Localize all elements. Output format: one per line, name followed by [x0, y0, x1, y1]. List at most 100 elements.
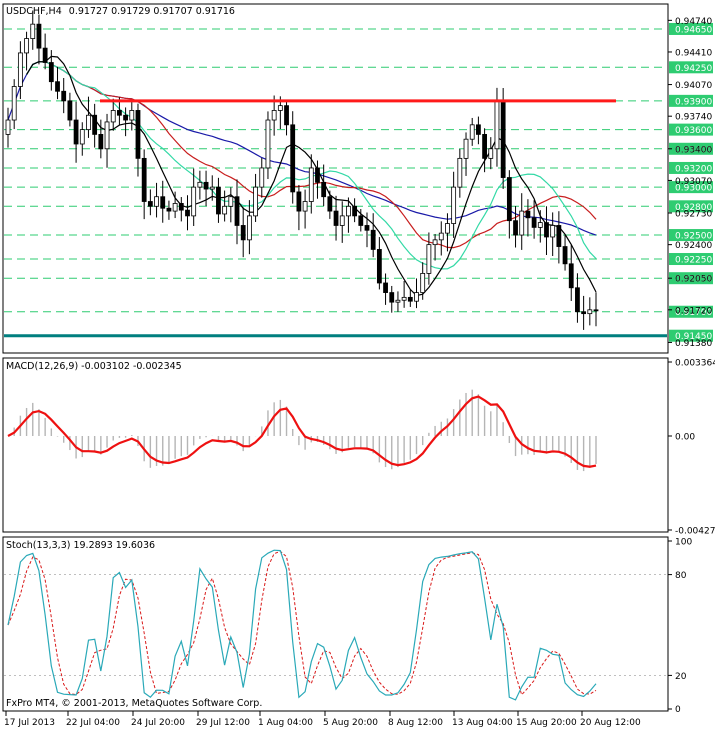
candle-body [265, 119, 271, 169]
candle-body [240, 225, 246, 241]
candle-body [48, 62, 54, 83]
candle-body [482, 134, 487, 159]
grid-level-label: 0.93600 [675, 126, 712, 136]
price-panel [2, 3, 669, 354]
candle-body [61, 90, 67, 102]
price-tick-label: 0.93740 [675, 113, 712, 123]
candle-body [296, 191, 302, 212]
candle-body [438, 232, 444, 241]
candle-body [178, 203, 184, 211]
candle-body [253, 186, 258, 217]
candle-body [537, 222, 543, 228]
candle-body [222, 205, 228, 215]
axis-layer: 0.94740 0.94410 0.94070 0.93740 0.93400 0.930… [4, 17, 715, 728]
candle-body [246, 215, 252, 241]
price-tick-label: 0.94410 [675, 48, 712, 58]
candle-body [593, 309, 599, 312]
candle-body [110, 110, 116, 123]
candle-body [185, 209, 190, 217]
candle-body [17, 52, 23, 87]
candle-body [432, 239, 438, 246]
candle-body [92, 114, 98, 135]
levels [4, 99, 667, 338]
time-axis-label: 22 Jul 04:00 [66, 718, 120, 728]
candle-body [488, 148, 494, 159]
copyright-text: FxPro MT4, © 2001-2013, MetaQuotes Softw… [6, 698, 262, 709]
price-tick-label: 0.92400 [675, 241, 712, 251]
candle-body [531, 217, 537, 228]
candle-body [544, 222, 549, 238]
price-tick-label: 0.93400 [675, 145, 712, 155]
chart-title: USDCHF,H4 0.91727 0.91729 0.91707 0.9171… [6, 6, 235, 17]
candle-body [575, 287, 580, 313]
stoch-tick-label: 80 [675, 571, 687, 581]
candle-body [55, 81, 60, 92]
macd-tick-label: 0.003364 [675, 359, 715, 369]
candle-body [234, 196, 240, 226]
price-tick-label: 0.93070 [675, 177, 712, 187]
candle-body [36, 23, 42, 49]
grid-level-tag [669, 142, 713, 155]
candle-body [581, 311, 587, 315]
grid-level-tag [669, 22, 713, 35]
grid-level-tag [669, 329, 713, 342]
candle-body [568, 263, 574, 289]
grid-level-label: 0.93900 [675, 97, 712, 107]
stoch-tick-label: 20 [675, 672, 687, 682]
price-tick-label: 0.94740 [675, 17, 712, 27]
grid-level-label: 0.93000 [675, 184, 712, 194]
candle-body [513, 220, 518, 236]
stoch-tick-label: 0 [675, 705, 681, 715]
candle-body [24, 38, 29, 54]
candle-body [339, 215, 345, 226]
candle-body [5, 119, 11, 135]
grid-level-tag [669, 181, 713, 194]
candle-body [191, 186, 197, 217]
grid-level-label: 0.92500 [675, 232, 712, 242]
macd-signal-line [7, 395, 597, 468]
candle-body [259, 167, 265, 188]
candle-body [42, 47, 48, 63]
time-axis-label: 15 Aug 20:00 [516, 718, 577, 728]
stoch-panel [2, 536, 669, 712]
time-axis-label: 29 Jul 12:00 [196, 718, 250, 728]
macd-title: MACD(12,26,9) -0.003102 -0.002345 [6, 361, 182, 372]
candle-body [11, 86, 17, 121]
candle-body [352, 205, 358, 217]
stoch-tick-label: 100 [675, 538, 692, 548]
ohlc-readout: 0.91727 0.91729 0.91707 0.91716 [69, 6, 235, 17]
time-axis-label: 24 Jul 20:00 [131, 718, 185, 728]
time-axis-label: 8 Aug 12:00 [388, 718, 443, 728]
candle-body [290, 124, 296, 193]
candle-body [277, 105, 283, 111]
candle-body [346, 205, 351, 217]
price-tick-label: 0.92050 [675, 275, 712, 285]
grid-level-tag [669, 61, 713, 74]
candle-body [420, 272, 426, 293]
time-axis-label: 13 Aug 04:00 [452, 718, 513, 728]
grid-level-label: 0.92050 [675, 275, 712, 285]
candle-body [519, 210, 525, 236]
candle-body [556, 225, 562, 247]
candle-body [228, 196, 234, 207]
symbol-title: USDCHF,H4 [6, 6, 62, 17]
macd-layer [7, 389, 597, 472]
candle-body [98, 134, 104, 150]
grid-level-label: 0.94250 [675, 64, 712, 74]
candle-body [284, 105, 289, 126]
candle-body [154, 196, 159, 207]
grid-level-label: 0.94650 [675, 25, 712, 35]
grid-level-label: 0.93400 [675, 145, 712, 155]
candle-body [197, 181, 203, 188]
time-axis-label: 5 Aug 20:00 [323, 718, 378, 728]
candle-body [395, 299, 401, 303]
candle-body [457, 157, 463, 188]
candle-body [166, 207, 172, 212]
candle-body [333, 210, 339, 226]
candle-body [271, 110, 277, 121]
macd-tick-label: -0.004273 [675, 527, 715, 537]
candle-body [525, 210, 531, 219]
candle-body [308, 167, 314, 202]
candle-body [463, 138, 469, 159]
